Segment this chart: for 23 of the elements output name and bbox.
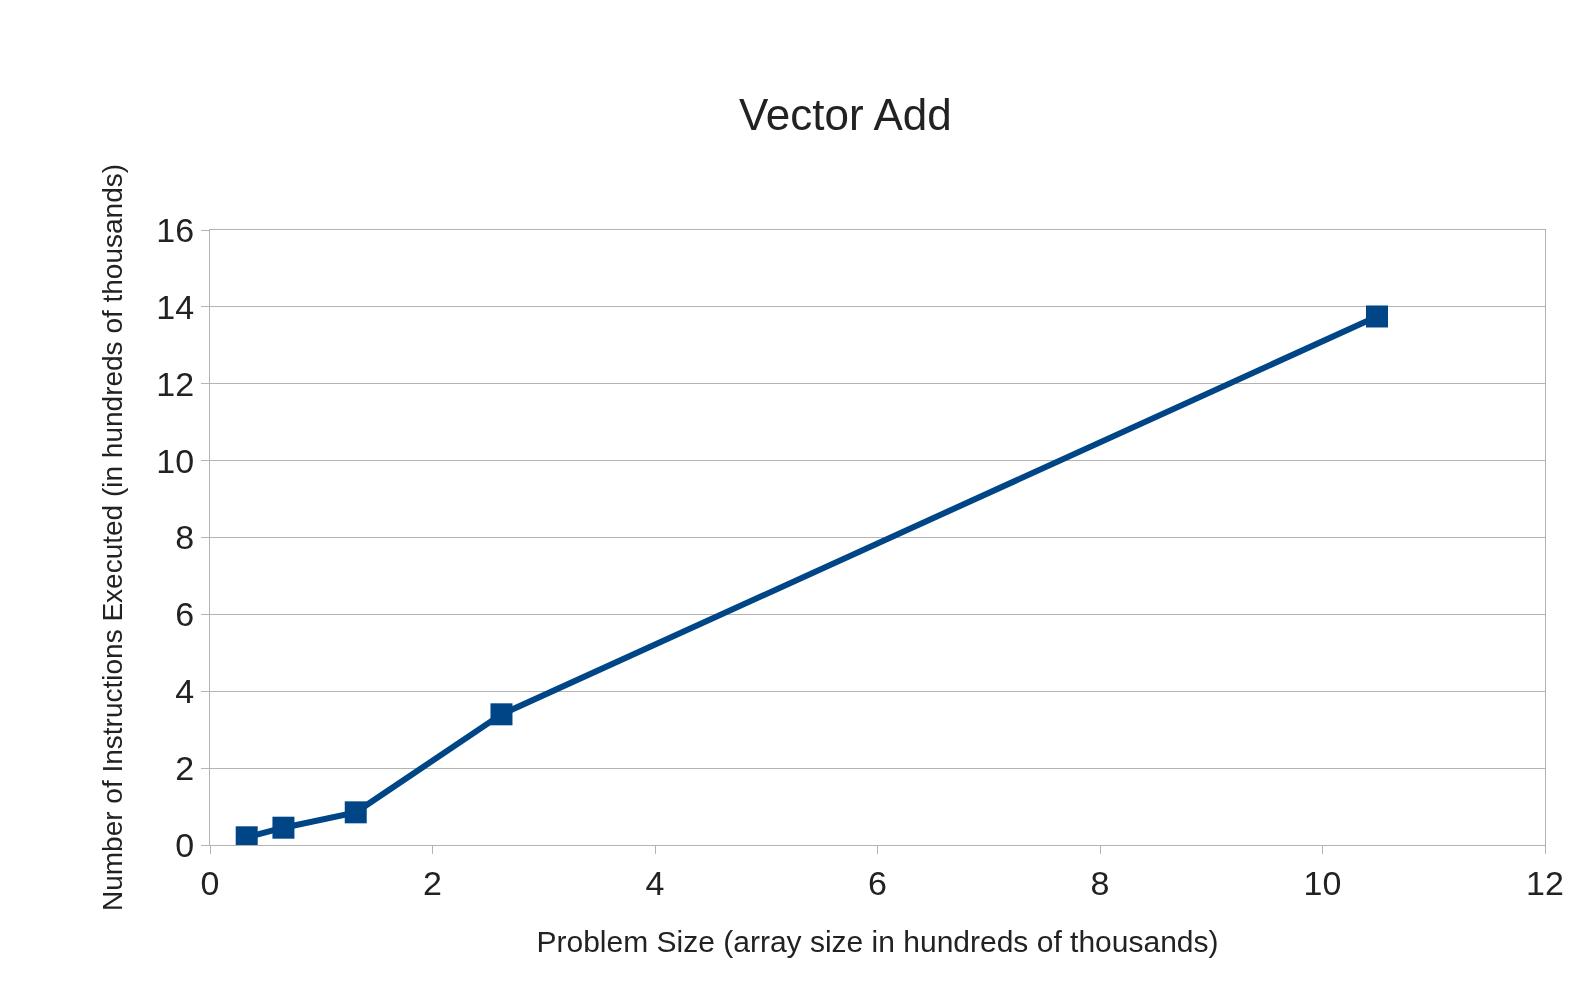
x-tick-label: 12 — [1526, 863, 1564, 902]
x-axis-title: Problem Size (array size in hundreds of thousands) — [536, 925, 1219, 959]
y-tick-label: 14 — [156, 287, 195, 326]
point — [490, 703, 513, 726]
y-tick-label: 6 — [175, 595, 195, 634]
chart-title: Vector Add — [738, 90, 952, 140]
point — [344, 801, 367, 824]
point — [272, 816, 295, 839]
point — [1366, 305, 1389, 328]
x-tick-label: 4 — [645, 863, 665, 902]
x-tick-label: 8 — [1090, 863, 1110, 902]
y-axis-title: Number of Instructions Executed (in hundreds of thousands) — [97, 163, 129, 912]
y-tick-label: 0 — [175, 825, 195, 864]
x-tick-label: 6 — [868, 863, 887, 902]
y-tick-label: 10 — [156, 441, 195, 480]
x-tick-label: 10 — [1303, 863, 1342, 902]
x-tick-label: 0 — [200, 863, 220, 902]
y-tick-label: 4 — [175, 672, 195, 711]
x-tick-label: 2 — [423, 863, 442, 902]
y-tick-label: 16 — [156, 210, 195, 249]
y-tick-label: 8 — [175, 518, 195, 557]
y-tick-label: 2 — [175, 749, 195, 788]
y-tick-label: 12 — [156, 364, 195, 403]
